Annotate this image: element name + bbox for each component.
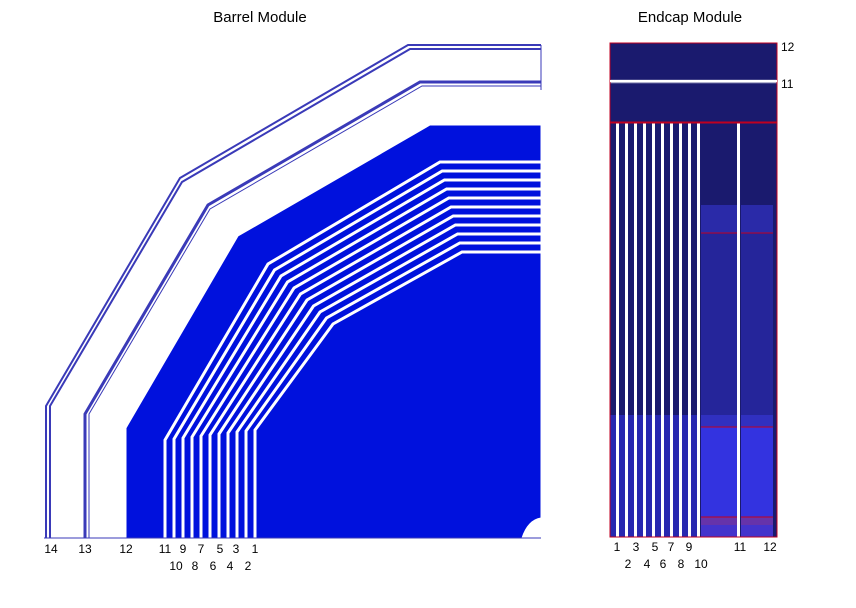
barrel-label-bottom: 2 <box>245 559 252 573</box>
barrel-label-bottom: 4 <box>227 559 234 573</box>
endcap-band <box>701 233 737 415</box>
barrel-inner-layers <box>163 160 541 538</box>
endcap-band <box>741 233 773 415</box>
endcap-strip <box>643 123 646 537</box>
endcap-layer-12 <box>609 42 778 81</box>
barrel-label-top: 13 <box>78 542 92 556</box>
endcap-label-top: 12 <box>763 540 777 554</box>
barrel-inner-layer <box>226 223 541 538</box>
endcap-band <box>701 517 737 525</box>
endcap-layer-11 <box>609 82 778 123</box>
endcap-band <box>741 427 773 517</box>
barrel-layer-12-fill <box>125 124 542 539</box>
endcap-label-top: 7 <box>668 540 675 554</box>
barrel-inner-layer <box>208 205 541 538</box>
barrel-label-top: 3 <box>233 542 240 556</box>
endcap-strip <box>679 123 682 537</box>
barrel-label-top: 11 <box>159 542 172 556</box>
barrel-shell-13-inner <box>88 85 541 538</box>
endcap-band <box>701 525 737 537</box>
barrel-inner-layer <box>244 241 541 538</box>
endcap-strip <box>652 123 655 537</box>
endcap-strip <box>625 123 628 537</box>
barrel-label-top: 14 <box>44 542 58 556</box>
endcap-strip <box>661 123 664 537</box>
endcap-label-bottom: 6 <box>660 557 667 571</box>
barrel-module <box>44 44 542 539</box>
endcap-strip <box>688 123 691 537</box>
barrel-shell-14-line <box>45 44 541 538</box>
endcap-top-outline <box>609 42 778 123</box>
barrel-title: Barrel Module <box>213 9 306 26</box>
endcap-label-top: 3 <box>633 540 640 554</box>
endcap-side-label-12: 12 <box>781 40 795 54</box>
barrel-shell-13-line <box>83 80 541 538</box>
endcap-label-bottom: 8 <box>678 557 685 571</box>
endcap-strip <box>697 123 700 537</box>
barrel-inner-layer <box>190 187 541 538</box>
barrel-inner-layer <box>235 232 541 538</box>
endcap-strip <box>670 123 673 537</box>
barrel-label-bottom: 10 <box>169 559 183 573</box>
barrel-inner-layer <box>217 214 541 538</box>
barrel-outer-shells <box>45 44 542 538</box>
endcap-label-bottom: 10 <box>694 557 708 571</box>
barrel-layer-labels: 14 13 12 11 9 7 5 3 1 10 8 6 4 2 <box>44 542 258 573</box>
endcap-module <box>609 42 778 538</box>
barrel-label-top: 5 <box>217 542 224 556</box>
barrel-inner-layer <box>181 178 541 538</box>
endcap-title: Endcap Module <box>638 9 742 26</box>
barrel-label-bottom: 8 <box>192 559 199 573</box>
barrel-inner-layer <box>199 196 541 538</box>
endcap-strip <box>616 123 619 537</box>
barrel-label-top: 7 <box>198 542 205 556</box>
barrel-body <box>125 124 542 539</box>
endcap-band <box>741 415 773 427</box>
barrel-inner-layer <box>172 169 541 538</box>
endcap-label-bottom: 2 <box>625 557 632 571</box>
endcap-label-top: 1 <box>614 540 621 554</box>
endcap-band <box>701 205 737 233</box>
endcap-label-top: 5 <box>652 540 659 554</box>
barrel-inner-layer <box>253 250 541 538</box>
endcap-label-bottom: 4 <box>644 557 651 571</box>
endcap-layer-labels: 1 3 5 7 9 11 12 2 4 6 8 10 <box>614 540 777 571</box>
barrel-label-top: 1 <box>252 542 259 556</box>
endcap-outline <box>609 122 778 538</box>
barrel-inner-layer <box>163 160 541 538</box>
endcap-label-top: 11 <box>734 540 747 554</box>
endcap-band <box>701 415 737 427</box>
endcap-band <box>741 525 773 537</box>
endcap-strip <box>737 123 740 537</box>
endcap-label-top: 9 <box>686 540 693 554</box>
endcap-band <box>741 517 773 525</box>
barrel-label-bottom: 6 <box>210 559 217 573</box>
barrel-label-top: 12 <box>119 542 133 556</box>
endcap-band <box>701 427 737 517</box>
endcap-strip <box>634 123 637 537</box>
endcap-band <box>741 205 773 233</box>
endcap-side-label-11: 11 <box>781 77 794 91</box>
barrel-shell-14-line <box>49 48 541 538</box>
barrel-label-top: 9 <box>180 542 187 556</box>
